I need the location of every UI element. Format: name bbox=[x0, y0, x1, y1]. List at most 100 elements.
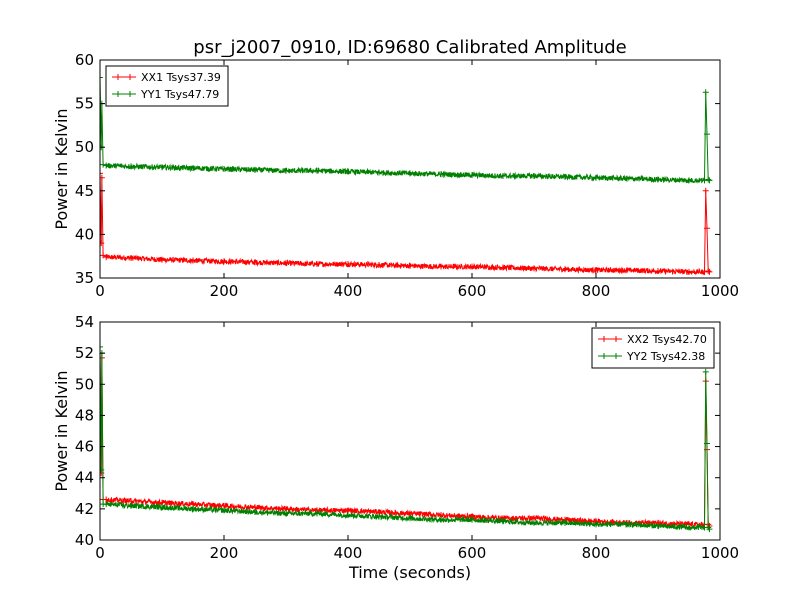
x-tick-label: 400 bbox=[334, 544, 363, 562]
data-point bbox=[190, 165, 196, 172]
series-xx2 bbox=[100, 350, 713, 529]
chart-title: psr_j2007_0910, ID:69680 Calibrated Ampl… bbox=[193, 37, 626, 58]
data-point bbox=[221, 166, 227, 172]
y-tick-label: 35 bbox=[75, 269, 94, 287]
y-axis-label: Power in Kelvin bbox=[52, 370, 71, 491]
y-tick-label: 42 bbox=[75, 500, 94, 518]
legend-marker bbox=[117, 74, 131, 80]
data-point bbox=[103, 254, 110, 261]
data-point bbox=[345, 168, 351, 175]
data-point bbox=[345, 512, 351, 519]
plot-frame bbox=[99, 59, 721, 279]
data-point bbox=[100, 466, 105, 473]
x-tick-label: 600 bbox=[458, 282, 487, 300]
data-point bbox=[100, 252, 107, 259]
data-point bbox=[314, 167, 320, 174]
y-tick-label: 50 bbox=[75, 138, 94, 156]
y-tick-label: 52 bbox=[75, 344, 94, 362]
data-point bbox=[500, 264, 506, 271]
data-point bbox=[252, 166, 258, 173]
data-point bbox=[705, 268, 712, 275]
legend-box bbox=[591, 327, 715, 369]
y-tick-label: 45 bbox=[75, 182, 94, 200]
data-point bbox=[283, 260, 289, 267]
series-line bbox=[100, 346, 710, 531]
legend: XX1 Tsys37.39 YY1 Tsys47.79 bbox=[105, 65, 229, 107]
y-tick-label: 54 bbox=[75, 313, 94, 331]
legend: XX2 Tsys42.70 YY2 Tsys42.38 bbox=[591, 327, 715, 369]
data-point bbox=[469, 516, 475, 523]
data-point bbox=[190, 505, 196, 512]
data-point bbox=[655, 522, 661, 529]
series-yy2 bbox=[100, 343, 713, 533]
data-point bbox=[686, 268, 692, 275]
data-point bbox=[686, 524, 692, 531]
data-point bbox=[705, 524, 712, 531]
y-tick-label: 44 bbox=[75, 469, 94, 487]
x-tick-label: 200 bbox=[210, 544, 239, 562]
legend-label: YY1 Tsys47.79 bbox=[140, 88, 219, 101]
data-point bbox=[407, 262, 413, 269]
data-point bbox=[438, 263, 444, 270]
series-line bbox=[100, 353, 710, 529]
x-tick-label: 400 bbox=[334, 282, 363, 300]
series-line bbox=[100, 77, 710, 184]
legend-box bbox=[105, 65, 229, 107]
data-point bbox=[624, 521, 630, 528]
data-point bbox=[100, 240, 105, 247]
data-point bbox=[562, 173, 568, 180]
data-point bbox=[376, 169, 382, 176]
data-point bbox=[128, 254, 134, 261]
data-point bbox=[100, 74, 103, 81]
x-tick-label: 200 bbox=[210, 282, 239, 300]
data-point bbox=[686, 177, 692, 184]
data-point bbox=[190, 257, 196, 264]
data-point bbox=[438, 171, 444, 178]
data-point bbox=[703, 440, 710, 447]
data-point bbox=[500, 518, 506, 525]
series-xx1 bbox=[100, 170, 713, 276]
data-point bbox=[314, 510, 320, 517]
data-point bbox=[407, 170, 413, 177]
x-axis-label: Time (seconds) bbox=[348, 563, 471, 582]
data-point bbox=[128, 163, 134, 170]
data-point bbox=[655, 268, 661, 275]
data-point bbox=[314, 261, 320, 268]
data-point bbox=[531, 172, 537, 179]
data-point bbox=[407, 515, 413, 522]
data-point bbox=[159, 256, 165, 263]
data-point bbox=[702, 368, 709, 375]
legend-marker bbox=[603, 336, 617, 342]
data-point bbox=[531, 519, 537, 526]
x-tick-label: 800 bbox=[582, 282, 611, 300]
data-point bbox=[624, 267, 630, 274]
x-tick-label: 600 bbox=[458, 544, 487, 562]
series-yy1 bbox=[100, 74, 713, 184]
x-tick-label: 800 bbox=[582, 544, 611, 562]
data-point bbox=[221, 507, 227, 514]
data-point bbox=[593, 267, 599, 274]
data-point bbox=[103, 162, 110, 169]
data-point bbox=[531, 265, 537, 272]
legend-label: XX2 Tsys42.70 bbox=[627, 333, 707, 346]
x-tick-label: 1000 bbox=[701, 544, 739, 562]
data-point bbox=[376, 261, 382, 268]
data-point bbox=[593, 521, 599, 528]
data-point bbox=[703, 225, 710, 232]
data-point bbox=[100, 343, 103, 350]
subplot-1: 0 200 400 600 800 1000 35 40 45 50 55 60 Power in Ke… bbox=[52, 51, 739, 300]
data-point bbox=[100, 161, 107, 168]
y-tick-label: 48 bbox=[75, 406, 94, 424]
data-point bbox=[159, 164, 165, 171]
data-point bbox=[655, 176, 661, 183]
data-point bbox=[159, 504, 165, 511]
data-point bbox=[705, 176, 712, 183]
data-point bbox=[376, 513, 382, 520]
data-point bbox=[624, 175, 630, 182]
y-axis-label: Power in Kelvin bbox=[52, 108, 71, 229]
data-point bbox=[252, 508, 258, 515]
legend-label: XX1 Tsys37.39 bbox=[141, 71, 221, 84]
